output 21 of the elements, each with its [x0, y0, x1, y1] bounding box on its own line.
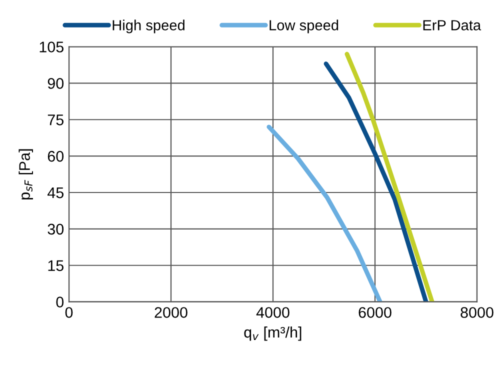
y-tick-label: 60: [48, 150, 64, 162]
x-tick-label: 0: [65, 307, 73, 318]
line-series: [344, 52, 434, 302]
y-tick-label: 90: [48, 78, 64, 89]
y-tick-label: 45: [48, 188, 64, 198]
x-tick-label: 4000: [256, 307, 290, 318]
x-axis-title: q$_{v}$ [m³/h]: [244, 326, 302, 341]
legend-label: ErP Data: [423, 20, 482, 30]
line-series: [324, 62, 428, 302]
x-tick-label: 8000: [460, 307, 494, 318]
y-tick-label: 0: [56, 296, 64, 308]
y-tick-label: 15: [48, 260, 64, 272]
line-series: [266, 124, 382, 302]
legend-label: High speed: [112, 20, 184, 34]
x-tick-label: 6000: [358, 307, 392, 318]
x-tick-label: 2000: [154, 307, 188, 318]
legend-label: Low speed: [270, 20, 338, 34]
y-tick-label: 75: [48, 114, 64, 126]
y-tick-label: 105: [40, 42, 64, 52]
y-axis-title: p$_{sF}$ [Pa]: [18, 149, 33, 200]
y-tick-label: 30: [48, 224, 64, 235]
